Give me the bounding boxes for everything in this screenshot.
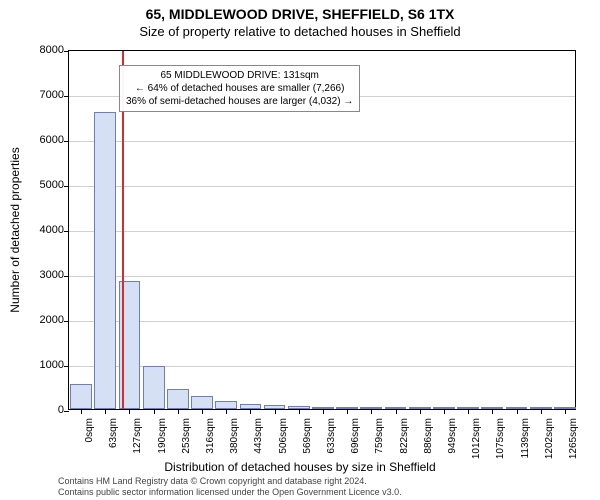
chart-container: 65, MIDDLEWOOD DRIVE, SHEFFIELD, S6 1TX … xyxy=(0,0,600,500)
xtick-label: 633sqm xyxy=(326,418,337,468)
xtick-mark xyxy=(517,409,518,414)
xtick-label: 696sqm xyxy=(350,418,361,468)
xtick-mark xyxy=(129,409,130,414)
xtick-mark xyxy=(323,409,324,414)
chart-plot-area: 65 MIDDLEWOOD DRIVE: 131sqm ← 64% of det… xyxy=(68,50,576,410)
gridline xyxy=(69,141,575,142)
ytick-label: 7000 xyxy=(24,89,64,101)
xtick-label: 886sqm xyxy=(423,418,434,468)
ytick-mark xyxy=(64,276,69,277)
xtick-label: 1139sqm xyxy=(520,418,531,468)
histogram-bar xyxy=(215,401,237,409)
xtick-mark xyxy=(202,409,203,414)
gridline xyxy=(69,186,575,187)
histogram-bar xyxy=(143,366,165,409)
annotation-line-1: 65 MIDDLEWOOD DRIVE: 131sqm xyxy=(126,69,353,82)
xtick-mark xyxy=(396,409,397,414)
xtick-mark xyxy=(81,409,82,414)
ytick-label: 8000 xyxy=(24,44,64,56)
histogram-bar xyxy=(94,112,116,409)
xtick-label: 949sqm xyxy=(447,418,458,468)
ytick-mark xyxy=(64,231,69,232)
gridline xyxy=(69,231,575,232)
xtick-mark xyxy=(420,409,421,414)
xtick-mark xyxy=(541,409,542,414)
xtick-label: 1075sqm xyxy=(495,418,506,468)
footer-line-2: Contains public sector information licen… xyxy=(58,487,402,498)
xtick-label: 569sqm xyxy=(302,418,313,468)
chart-title-sub: Size of property relative to detached ho… xyxy=(0,24,600,39)
xtick-label: 380sqm xyxy=(229,418,240,468)
ytick-mark xyxy=(64,411,69,412)
histogram-bar xyxy=(70,384,92,409)
annotation-line-3: 36% of semi-detached houses are larger (… xyxy=(126,95,353,108)
ytick-mark xyxy=(64,141,69,142)
xtick-mark xyxy=(444,409,445,414)
xtick-mark xyxy=(250,409,251,414)
ytick-label: 4000 xyxy=(24,224,64,236)
xtick-mark xyxy=(178,409,179,414)
xtick-label: 253sqm xyxy=(181,418,192,468)
ytick-mark xyxy=(64,96,69,97)
histogram-bar xyxy=(167,389,189,409)
xtick-mark xyxy=(226,409,227,414)
xtick-label: 1265sqm xyxy=(568,418,579,468)
ytick-mark xyxy=(64,366,69,367)
xtick-label: 190sqm xyxy=(157,418,168,468)
annotation-box: 65 MIDDLEWOOD DRIVE: 131sqm ← 64% of det… xyxy=(119,65,360,112)
xtick-label: 822sqm xyxy=(399,418,410,468)
gridline xyxy=(69,321,575,322)
ytick-label: 0 xyxy=(24,404,64,416)
xtick-label: 759sqm xyxy=(374,418,385,468)
xtick-mark xyxy=(371,409,372,414)
annotation-line-2: ← 64% of detached houses are smaller (7,… xyxy=(126,82,353,95)
chart-title-main: 65, MIDDLEWOOD DRIVE, SHEFFIELD, S6 1TX xyxy=(0,6,600,22)
xtick-mark xyxy=(492,409,493,414)
xtick-mark xyxy=(468,409,469,414)
xtick-label: 63sqm xyxy=(108,418,119,468)
histogram-bar xyxy=(191,396,213,409)
ytick-mark xyxy=(64,186,69,187)
xtick-label: 506sqm xyxy=(278,418,289,468)
ytick-label: 2000 xyxy=(24,314,64,326)
xtick-mark xyxy=(275,409,276,414)
ytick-label: 5000 xyxy=(24,179,64,191)
footer-line-1: Contains HM Land Registry data © Crown c… xyxy=(58,476,402,487)
xtick-mark xyxy=(105,409,106,414)
ytick-label: 6000 xyxy=(24,134,64,146)
xtick-label: 127sqm xyxy=(132,418,143,468)
ytick-label: 1000 xyxy=(24,359,64,371)
xtick-mark xyxy=(154,409,155,414)
xtick-label: 443sqm xyxy=(253,418,264,468)
xtick-label: 1202sqm xyxy=(544,418,555,468)
ytick-mark xyxy=(64,321,69,322)
xtick-mark xyxy=(299,409,300,414)
xtick-label: 316sqm xyxy=(205,418,216,468)
xtick-mark xyxy=(347,409,348,414)
ytick-mark xyxy=(64,51,69,52)
xtick-label: 1012sqm xyxy=(471,418,482,468)
gridline xyxy=(69,276,575,277)
xtick-label: 0sqm xyxy=(84,418,95,468)
ytick-label: 3000 xyxy=(24,269,64,281)
xtick-mark xyxy=(565,409,566,414)
footer-attribution: Contains HM Land Registry data © Crown c… xyxy=(58,476,402,498)
y-axis-label: Number of detached properties xyxy=(8,147,22,312)
